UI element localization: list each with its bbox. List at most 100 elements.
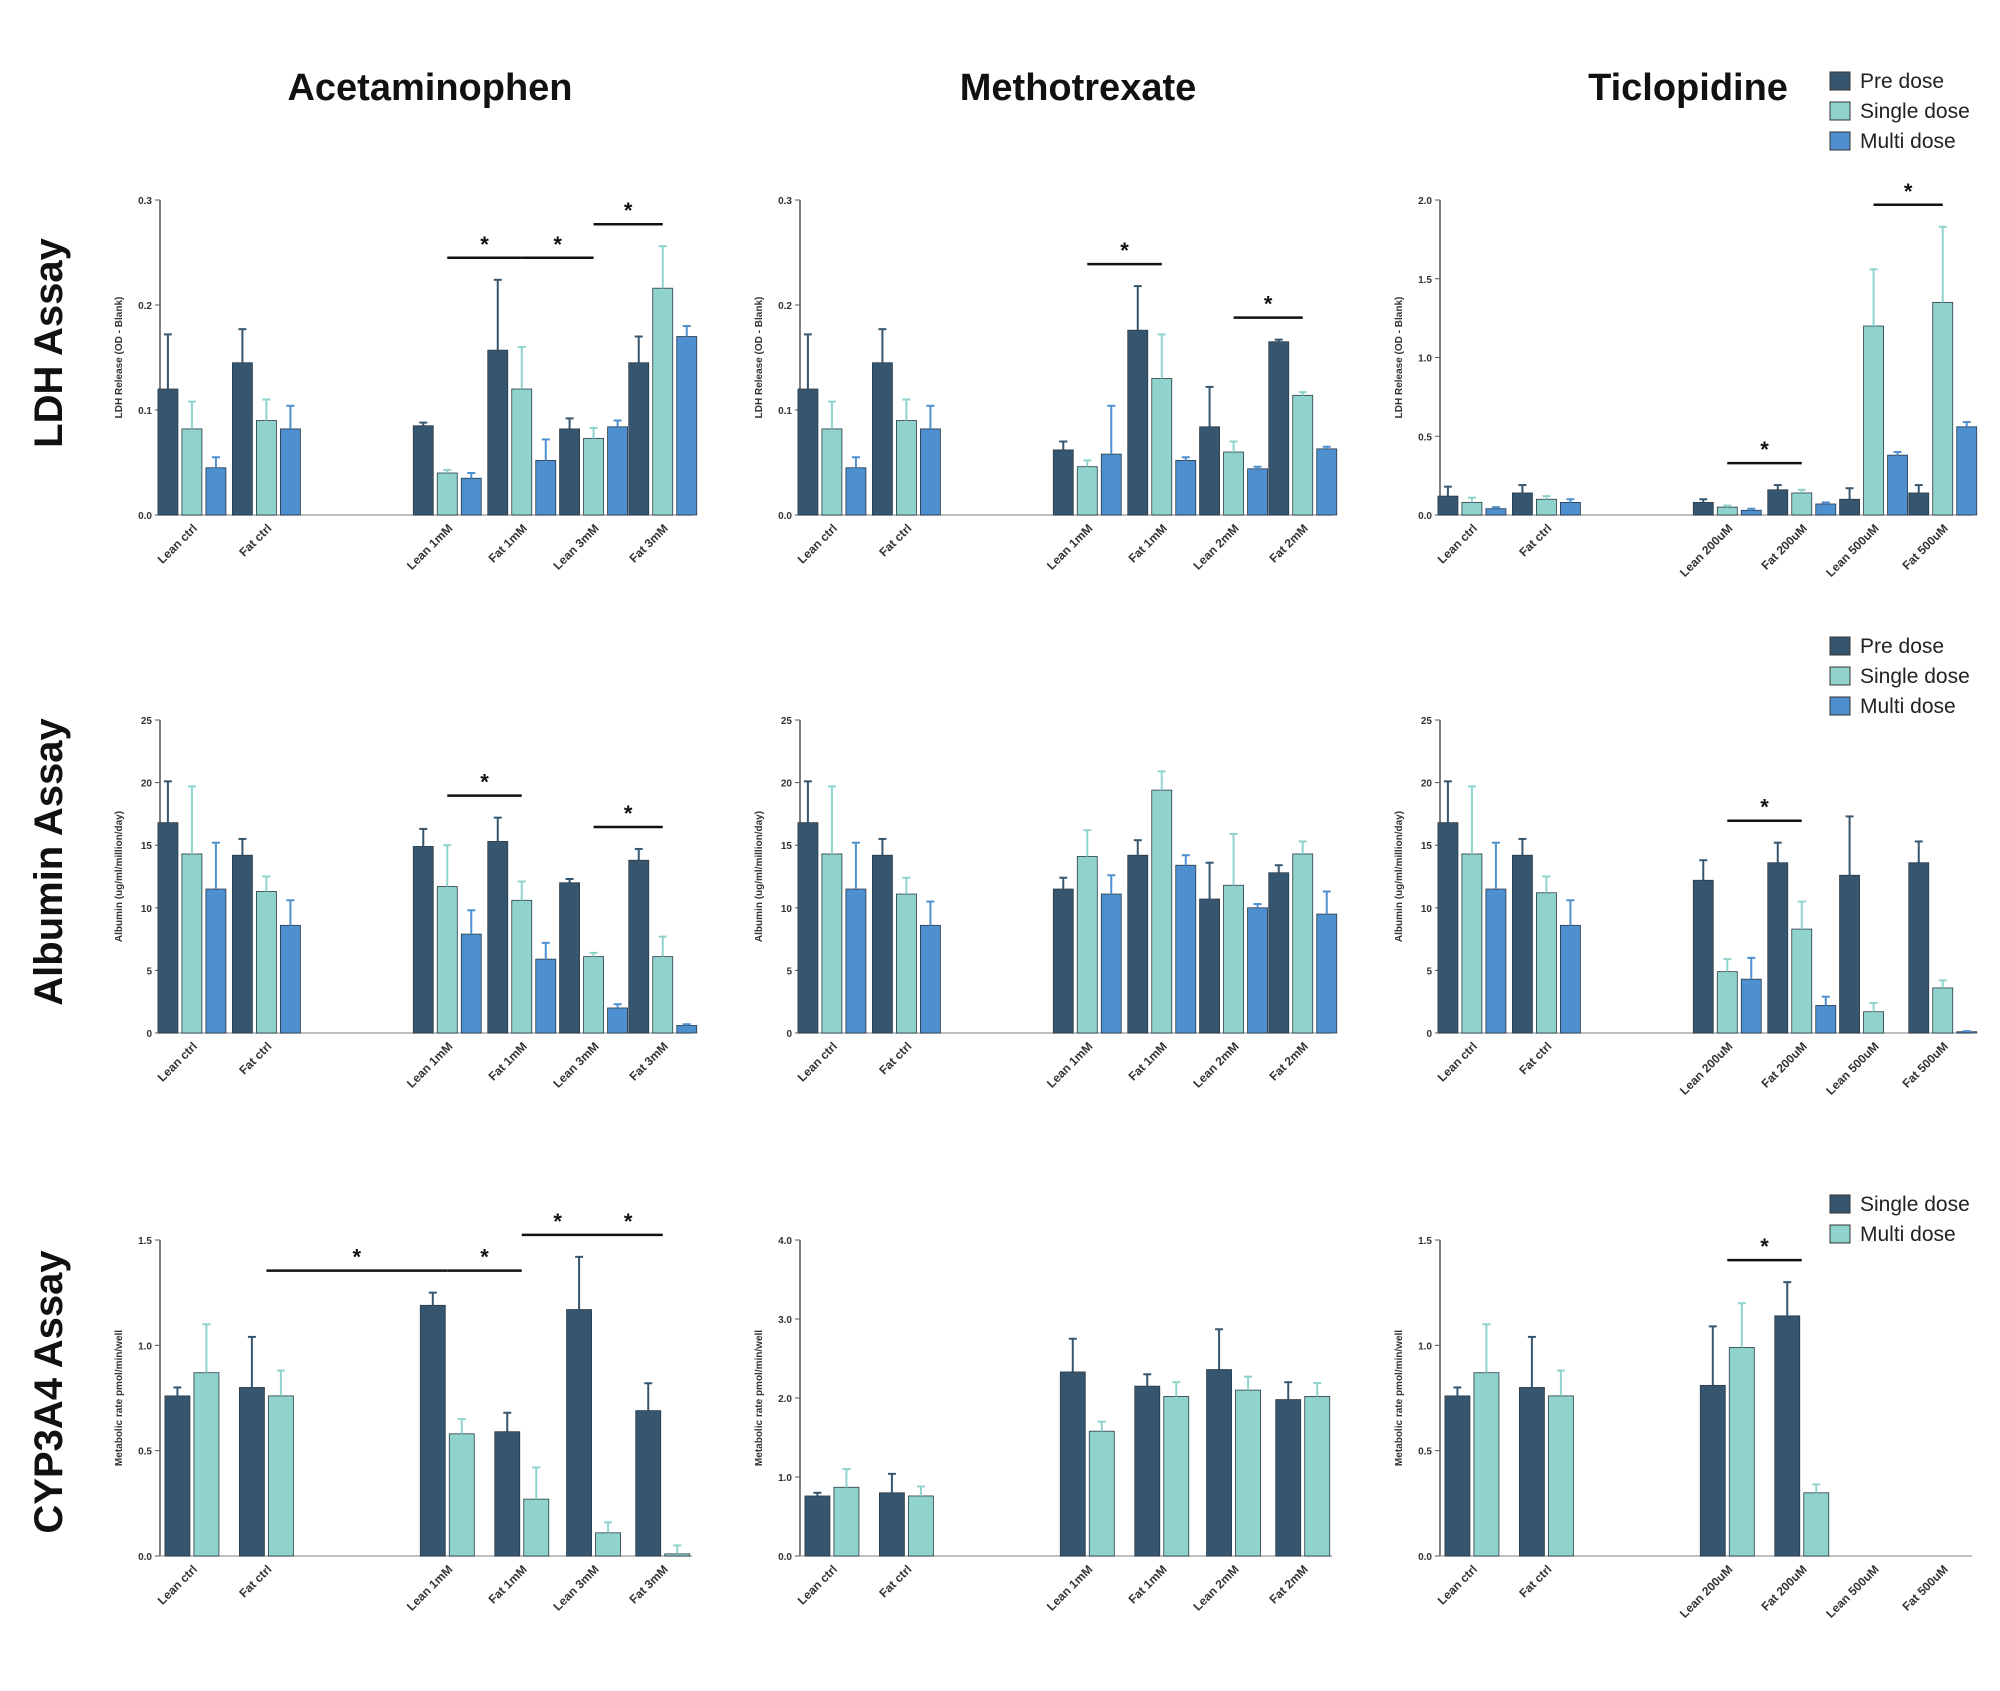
bar bbox=[1956, 426, 1978, 516]
bar bbox=[1316, 913, 1338, 1034]
y-tick-label: 1.0 bbox=[1418, 1341, 1432, 1352]
y-tick-label: 5 bbox=[786, 966, 792, 977]
bar bbox=[1247, 907, 1268, 1034]
bar bbox=[1461, 501, 1483, 516]
significance-star: * bbox=[1760, 437, 1769, 462]
bar bbox=[1268, 341, 1290, 516]
row-title-2: CYP3A4 Assay bbox=[27, 1250, 71, 1534]
bar bbox=[448, 1433, 475, 1557]
category-label: Lean 1mM bbox=[1044, 1039, 1095, 1090]
y-axis-label: Metabolic rate pmol/min/well bbox=[1394, 1330, 1405, 1466]
bar bbox=[181, 853, 203, 1034]
y-axis-label: Metabolic rate pmol/min/well bbox=[114, 1330, 125, 1466]
bar bbox=[879, 1492, 905, 1557]
bar bbox=[1512, 854, 1533, 1034]
y-tick-label: 15 bbox=[1421, 841, 1433, 852]
significance-star: * bbox=[624, 1209, 633, 1234]
significance-star: * bbox=[624, 801, 633, 826]
bar bbox=[872, 362, 893, 516]
bar bbox=[1863, 1011, 1884, 1034]
category-label: Fat 3mM bbox=[627, 521, 671, 565]
bar bbox=[1223, 884, 1244, 1034]
bar bbox=[652, 956, 674, 1034]
bar bbox=[279, 428, 301, 516]
category-label: Lean 2mM bbox=[1190, 521, 1241, 572]
bar bbox=[1052, 449, 1074, 516]
y-tick-label: 0.0 bbox=[778, 511, 792, 522]
bar bbox=[896, 420, 917, 516]
legend-swatch bbox=[1829, 1224, 1851, 1244]
legend-swatch bbox=[1829, 131, 1851, 151]
y-tick-label: 0.0 bbox=[138, 1552, 152, 1563]
y-tick-label: 10 bbox=[781, 904, 793, 915]
bar bbox=[1519, 1387, 1545, 1557]
significance-star: * bbox=[1120, 238, 1129, 263]
bar bbox=[1461, 853, 1483, 1034]
bar bbox=[1151, 789, 1173, 1034]
bar bbox=[920, 428, 941, 516]
y-axis-label: LDH Release (OD - Blank) bbox=[1394, 297, 1405, 419]
bar bbox=[1292, 853, 1314, 1034]
bar bbox=[279, 924, 301, 1034]
category-label: Lean 1mM bbox=[1044, 521, 1095, 572]
bar bbox=[1052, 888, 1074, 1034]
category-label: Fat ctrl bbox=[1516, 1562, 1554, 1600]
y-tick-label: 2.0 bbox=[778, 1394, 792, 1405]
bar bbox=[1815, 1005, 1837, 1034]
category-label: Lean ctrl bbox=[155, 1039, 200, 1084]
y-tick-label: 0.1 bbox=[138, 406, 152, 417]
y-tick-label: 1.5 bbox=[1418, 1236, 1432, 1247]
y-axis-label: Albumin (ug/ml/million/day) bbox=[1394, 811, 1405, 942]
category-label: Lean 200uM bbox=[1677, 1039, 1735, 1097]
bar bbox=[833, 1486, 860, 1557]
category-label: Fat 1mM bbox=[486, 1562, 530, 1606]
category-label: Fat 1mM bbox=[486, 521, 530, 565]
category-label: Fat ctrl bbox=[236, 1562, 274, 1600]
category-label: Fat 1mM bbox=[1126, 1039, 1170, 1083]
bar bbox=[1485, 888, 1507, 1034]
category-label: Fat 2mM bbox=[1267, 1562, 1311, 1606]
bar bbox=[797, 388, 819, 516]
bar bbox=[559, 882, 580, 1034]
category-label: Lean 200uM bbox=[1677, 1562, 1735, 1620]
bar bbox=[664, 1553, 691, 1557]
bar bbox=[1932, 987, 1954, 1034]
bar bbox=[1100, 893, 1122, 1034]
bar bbox=[231, 854, 253, 1034]
bar bbox=[511, 388, 533, 516]
y-tick-label: 0.2 bbox=[138, 301, 152, 312]
bar bbox=[1268, 872, 1290, 1034]
bar bbox=[1444, 1395, 1471, 1557]
bar bbox=[1716, 971, 1738, 1034]
category-label: Fat 2mM bbox=[1267, 521, 1311, 565]
bar bbox=[1059, 1371, 1086, 1557]
bar bbox=[164, 1395, 191, 1557]
bar bbox=[872, 854, 893, 1034]
y-tick-label: 4.0 bbox=[778, 1236, 792, 1247]
row-title-1: Albumin Assay bbox=[27, 718, 71, 1006]
category-label: Lean 1mM bbox=[404, 521, 455, 572]
legend-swatch bbox=[1829, 666, 1851, 686]
category-label: Lean 500uM bbox=[1823, 1562, 1881, 1620]
bar bbox=[1716, 506, 1738, 516]
bar bbox=[1437, 822, 1459, 1034]
bar bbox=[511, 899, 533, 1034]
legend-swatch bbox=[1829, 636, 1851, 656]
bar bbox=[676, 336, 698, 516]
bar bbox=[1839, 874, 1860, 1034]
y-tick-label: 0.3 bbox=[778, 196, 792, 207]
bar bbox=[628, 362, 650, 516]
legend-label: Multi dose bbox=[1860, 1223, 1956, 1246]
y-tick-label: 0 bbox=[786, 1029, 792, 1040]
bar bbox=[845, 467, 867, 516]
category-label: Fat 1mM bbox=[1126, 521, 1170, 565]
y-axis-label: LDH Release (OD - Blank) bbox=[754, 297, 765, 419]
category-label: Fat 200uM bbox=[1758, 521, 1809, 572]
legend-label: Multi dose bbox=[1860, 695, 1956, 718]
bar bbox=[583, 956, 604, 1034]
bar bbox=[1908, 862, 1930, 1034]
bar bbox=[908, 1495, 934, 1557]
category-label: Lean 1mM bbox=[1044, 1562, 1095, 1613]
category-label: Fat ctrl bbox=[236, 521, 274, 559]
y-tick-label: 0.1 bbox=[778, 406, 792, 417]
